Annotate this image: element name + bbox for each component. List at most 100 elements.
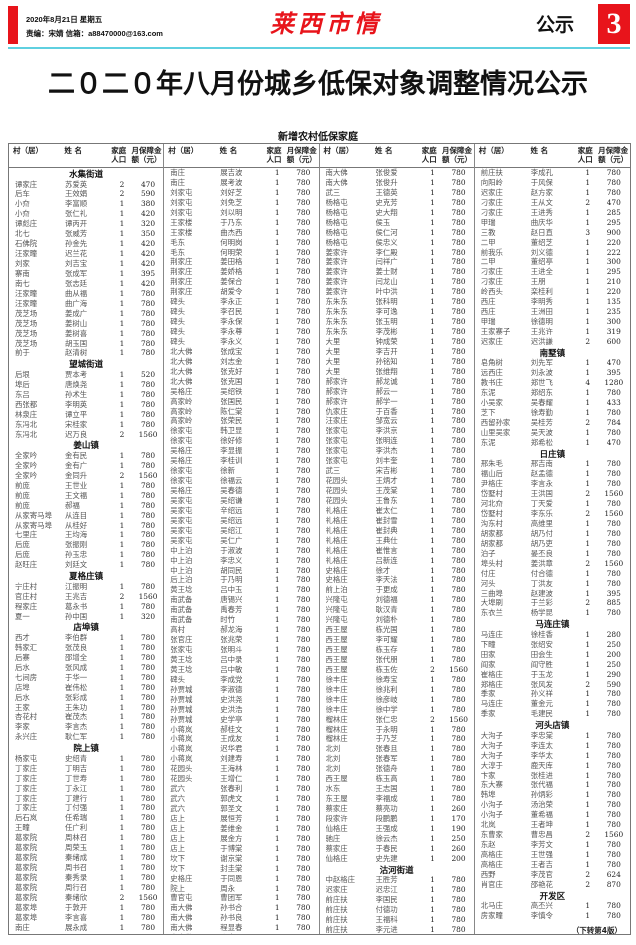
table-row: 葛家院 周林召 1 780 [9,833,163,843]
village-cell: 葛家院 [15,863,38,873]
village-cell: 吴格庄 [170,486,193,495]
household-size-cell: 2 [585,879,591,889]
name-cell: 韩卫显 [220,426,243,436]
household-size-cell: 1 [585,859,591,869]
monthly-amount-cell: 780 [140,348,156,358]
village-cell: 刘家屯 [170,207,193,217]
monthly-amount-cell: 780 [296,227,311,237]
village-cell: 胡家都 [480,528,503,538]
monthly-amount-cell: 780 [606,408,621,418]
household-size-cell: 1 [119,642,125,652]
table-row: 南庄 展考波 1 780 [164,178,318,188]
table-row: 前上泊 于更成 1 780 [320,585,474,595]
monthly-amount-cell: 780 [606,689,621,699]
name-cell: 王增仁 [220,774,243,784]
household-size-cell: 1 [119,922,125,932]
monthly-amount-cell: 780 [140,672,156,682]
table-row: 徐家屯 徐好修 1 780 [164,436,318,446]
monthly-amount-cell: 780 [296,525,311,535]
table-row: 丁家庄 丁永江 1 780 [9,784,163,794]
name-cell: 孙中国 [65,611,88,621]
table-row: 姜家许 姜士财 1 780 [320,267,474,277]
monthly-amount-cell: 295 [606,217,621,227]
household-size-cell: 1 [119,912,125,922]
household-size-cell: 1 [430,654,435,664]
household-size-cell: 1 [119,783,125,793]
table-row: 沟东村 高维里 1 780 [475,519,630,529]
village-cell: 从家寄马埠 [15,520,52,530]
monthly-amount-cell: 780 [451,924,466,934]
monthly-amount-cell: 780 [451,794,466,804]
village-cell: 卞家 [480,770,496,780]
monthly-amount-cell: 590 [606,679,621,689]
household-size-cell: 1 [274,366,280,376]
name-cell: 张维翔 [375,366,398,376]
monthly-amount-cell: 780 [296,207,311,217]
table-row: 花园头 王海林 1 780 [164,764,318,774]
monthly-amount-cell: 1560 [138,429,158,439]
dateline: 2020年8月21日 星期五 责编：宋婧 信箱：a88470000@163.co… [26,13,163,41]
table-row: 吴格庄 吴春德 1 780 [164,486,318,496]
village-cell: 尹格庄 [480,479,503,489]
table-row: 东衣兰 杨学昆 1 780 [475,608,630,618]
name-cell: 董希福 [530,810,553,820]
monthly-amount-cell: 780 [296,843,311,853]
continued-note: （下转第4版） [571,926,622,934]
name-cell: 展吉波 [220,168,243,177]
household-size-cell: 1 [585,780,591,790]
household-size-cell: 1 [274,883,280,893]
monthly-amount-cell: 780 [296,287,311,297]
household-size-cell: 1 [430,515,435,525]
village-cell: 南大佛 [325,177,348,187]
household-size-cell: 2 [585,489,591,499]
village-cell: 高家岭 [170,416,193,426]
table-row: 张家屯 张明连 1 780 [320,436,474,446]
name-cell: 史洪浩 [220,704,243,714]
household-size-cell: 2 [585,509,591,518]
monthly-amount-cell: 780 [451,515,466,525]
name-cell: 任广利 [65,823,88,833]
household-size-cell: 1 [119,793,125,803]
name-cell: 高维里 [530,518,553,528]
name-cell: 姜成广 [65,308,88,318]
name-cell: 李洪京 [375,426,398,436]
monthly-amount-cell: 780 [606,730,621,740]
table-row: 岭西头 栾桂利 1 220 [475,287,630,297]
village-cell: 武六 [170,784,186,794]
household-size-cell: 1 [585,790,591,800]
household-size-cell: 1 [119,379,125,389]
village-cell: 山里吴家 [480,427,511,437]
name-cell: 孙铭知 [375,356,398,366]
table-row: 大沟子 李华太 1 780 [475,751,630,761]
table-row: 甲瑞 曲庆华 1 295 [475,218,630,228]
monthly-amount-cell: 780 [140,843,156,853]
name-cell: 刘吉宝 [65,259,88,268]
table-row: 小蒋岚 迟华君 1 780 [164,744,318,754]
household-size-cell: 1 [430,585,435,595]
table-row: 从家寄马埠 从连目 1 780 [9,511,163,521]
table-row: 葛家院 周荣玉 1 780 [9,843,163,853]
table-row: 葛家院 秦绪成 1 780 [9,853,163,863]
table-row: 程家庄 葛永书 1 780 [9,602,163,612]
monthly-amount-cell: 295 [606,267,621,277]
name-cell: 周书召 [65,863,88,873]
household-size-cell: 1 [274,734,280,744]
name-cell: 张风成 [65,662,88,672]
name-cell: 张明斗 [220,645,243,654]
household-size-cell: 1 [585,388,591,398]
household-size-cell: 1 [430,466,435,476]
name-cell: 于华一 [65,672,88,682]
village-cell: 茂芝场 [15,338,38,348]
household-size-cell: 1 [274,764,280,774]
table-row: 史格庄 徐才 1 780 [320,566,474,576]
name-cell: 迟洪謙 [530,336,553,346]
table-row: 碑头 李永保 1 780 [164,317,318,327]
village-cell: 徐家屯 [170,476,193,486]
monthly-amount-cell: 780 [451,595,466,605]
household-size-cell: 1 [430,804,435,813]
table-row: 吴家屯 吴绍江 1 780 [164,526,318,536]
name-cell: 李成孔 [530,168,553,177]
monthly-amount-cell: 780 [451,168,466,177]
village-cell: 西留孙家 [480,418,511,427]
